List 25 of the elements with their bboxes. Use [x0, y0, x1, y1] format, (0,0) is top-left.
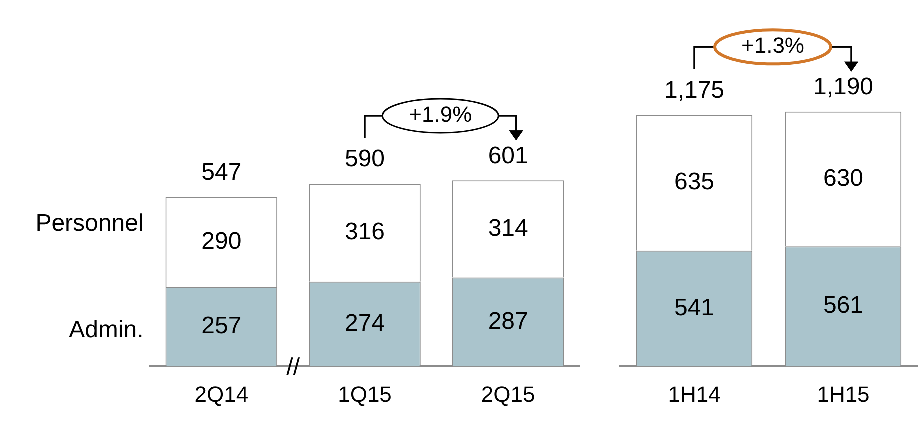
- total-label: 547: [202, 158, 242, 186]
- data-label: 314: [488, 214, 528, 242]
- x-tick-label: 1H15: [817, 382, 870, 407]
- data-label: 274: [344, 310, 386, 337]
- data-label: 630: [823, 164, 864, 192]
- data-label: 541: [674, 294, 715, 322]
- data-label: 635: [674, 168, 715, 196]
- data-label: 257: [202, 312, 242, 340]
- total-label: 601: [488, 142, 528, 170]
- x-tick-label: 2Q15: [481, 382, 536, 407]
- series-label: Personnel: [36, 210, 144, 237]
- annotation: //: [286, 354, 300, 382]
- series-label: Admin.: [69, 316, 144, 344]
- x-tick-label: 1Q15: [338, 382, 392, 407]
- x-tick-label: 2Q14: [194, 382, 249, 407]
- x-tick-label: 1H14: [668, 382, 721, 407]
- total-label: 590: [344, 146, 386, 173]
- data-label: 561: [823, 292, 864, 320]
- data-label: 287: [488, 308, 528, 335]
- data-label: 316: [344, 218, 386, 246]
- total-label: 1,175: [664, 76, 725, 104]
- data-label: 290: [202, 228, 242, 255]
- text: +1.3%: [742, 33, 804, 58]
- total-label: 1,190: [813, 74, 874, 101]
- text: +1.9%: [409, 102, 472, 128]
